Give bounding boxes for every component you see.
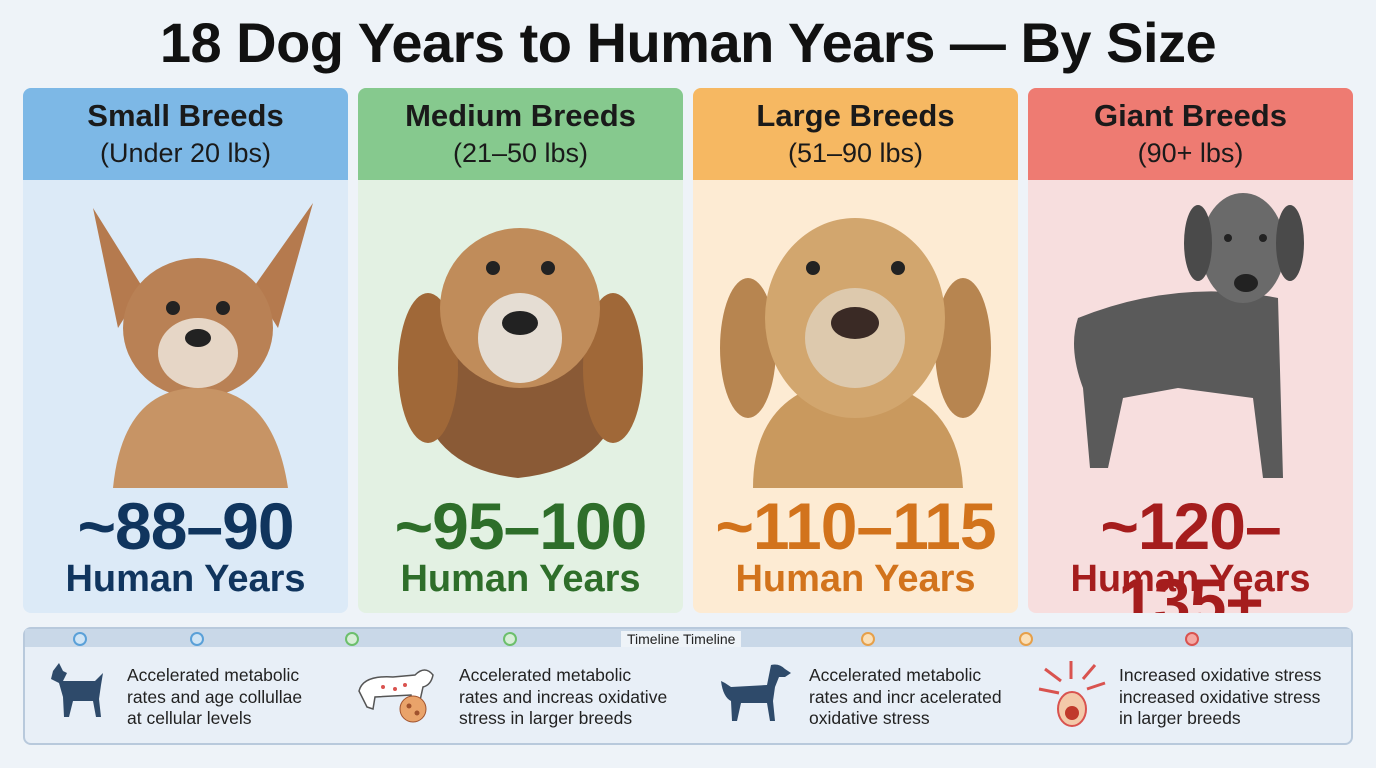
card: Large Breeds (51–90 lbs) ~110–115 Human … <box>693 88 1018 613</box>
icon <box>721 664 791 721</box>
age-unit: Human Years <box>65 558 306 600</box>
timeline-dot <box>190 632 204 646</box>
timeline-dot <box>73 632 87 646</box>
age-range: ~95–100 <box>394 489 648 563</box>
age-range: ~120–135+ <box>1100 489 1281 613</box>
note-line: Increased oxidative stress <box>1119 665 1322 685</box>
card-name: Large Breeds <box>756 98 955 133</box>
note-line: oxidative stress <box>809 708 930 728</box>
timeline-dot <box>1185 632 1199 646</box>
note-line: Accelerated metabolic <box>809 665 982 685</box>
icon <box>1038 661 1106 727</box>
dog-photo <box>720 218 991 488</box>
note-line: rates and increas oxidative <box>459 686 668 707</box>
age-unit: Human Years <box>735 558 976 600</box>
note-line: Accelerated metabolic <box>127 665 300 685</box>
age-unit: Human Years <box>400 558 641 600</box>
card-header: Small Breeds (Under 20 lbs) <box>23 88 348 180</box>
card-name: Small Breeds <box>87 98 284 133</box>
note-line: increased oxidative stress <box>1119 686 1321 707</box>
card: Giant Breeds (90+ lbs) ~120–135+ Human Y… <box>1028 88 1353 613</box>
note-line: at cellular levels <box>127 708 252 728</box>
note-line: rates and incr acelerated <box>809 686 1002 707</box>
card-weight: (21–50 lbs) <box>452 138 589 168</box>
card-weight: (90+ lbs) <box>1137 138 1244 168</box>
card: Small Breeds (Under 20 lbs) ~88–90 Human… <box>23 88 348 613</box>
timeline-label: Timeline Timeline <box>621 631 742 647</box>
note-line: rates and age collullae <box>127 686 303 707</box>
dog-photo <box>93 203 313 488</box>
age-unit: Human Years <box>1070 558 1311 600</box>
age-range: ~88–90 <box>77 489 294 563</box>
card-name: Medium Breeds <box>405 98 636 133</box>
title: 18 Dog Years to Human Years — By Size <box>159 11 1217 74</box>
card-header: Giant Breeds (90+ lbs) <box>1028 88 1353 180</box>
card-weight: (51–90 lbs) <box>787 138 924 168</box>
card-name: Giant Breeds <box>1094 98 1287 133</box>
timeline-dot <box>1019 632 1033 646</box>
card-header: Large Breeds (51–90 lbs) <box>693 88 1018 180</box>
card-weight: (Under 20 lbs) <box>99 138 272 168</box>
card: Medium Breeds (21–50 lbs) ~95–100 Human … <box>358 88 683 613</box>
dog-photo <box>1074 193 1304 478</box>
note-line: Accelerated metabolic <box>459 665 632 685</box>
icon <box>358 669 434 723</box>
age-range: ~110–115 <box>715 489 996 563</box>
note: Increased oxidative stress increased oxid… <box>1119 665 1321 730</box>
note: Accelerated metabolic rates and increas o… <box>459 665 667 730</box>
timeline-dot <box>861 632 875 646</box>
note: Accelerated metabolic rates and age collu… <box>127 665 302 730</box>
timeline-panel: Timeline Timeline Accelerated metabolic r… <box>23 627 1353 745</box>
icon <box>51 663 103 717</box>
note-line: stress in larger breeds <box>459 708 633 728</box>
timeline-dot <box>345 632 359 646</box>
timeline-dot <box>503 632 517 646</box>
note-line: in larger breeds <box>1119 708 1241 728</box>
card-header: Medium Breeds (21–50 lbs) <box>358 88 683 180</box>
dog-photo <box>398 228 643 478</box>
note: Accelerated metabolic rates and incr acel… <box>809 665 1002 730</box>
